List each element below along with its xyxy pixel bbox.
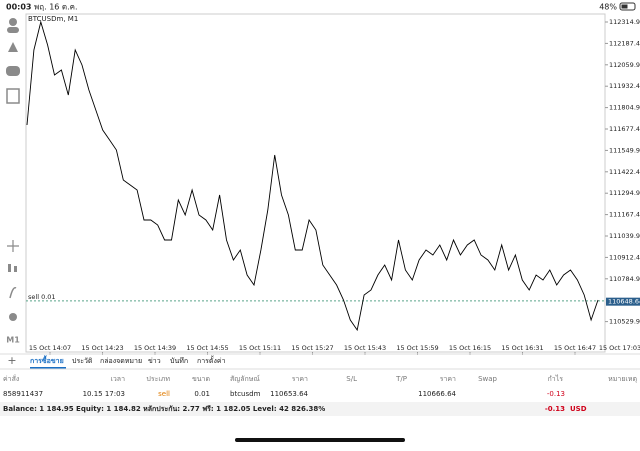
battery-text: 48% xyxy=(599,3,617,12)
tab-underline xyxy=(30,367,66,369)
y-tick-label: 111932.40 xyxy=(609,82,640,90)
objects-icon[interactable] xyxy=(9,313,17,321)
x-tick-label: 15 Oct 17:03 xyxy=(599,344,640,352)
x-tick-label: 15 Oct 15:59 xyxy=(396,344,438,352)
toolbar[interactable] xyxy=(6,18,20,321)
cell-profit[interactable]: -0.13 xyxy=(547,390,565,398)
timeframe-button[interactable]: M1 xyxy=(6,336,20,345)
new-order-icon[interactable] xyxy=(6,88,20,104)
y-tick-label: 111677.40 xyxy=(609,125,640,133)
status-date: พฤ. 16 ต.ค. xyxy=(34,3,78,12)
chart-frame xyxy=(25,13,606,353)
tab[interactable]: การตั้งค่า xyxy=(197,354,226,365)
y-tick-label: 110784.90 xyxy=(609,275,640,283)
y-tick-label: 111804.90 xyxy=(609,104,640,112)
cell-ticket[interactable]: 858911437 xyxy=(3,390,43,398)
tab[interactable]: ข่าว xyxy=(148,357,161,365)
battery-icon xyxy=(619,2,636,11)
x-tick-label: 15 Oct 14:39 xyxy=(134,344,176,352)
tab[interactable]: การซื้อขาย xyxy=(30,354,64,365)
indicator-icon-b[interactable] xyxy=(14,266,17,272)
y-tick-label: 112187.40 xyxy=(609,39,640,47)
order-label: sell 0.01 xyxy=(28,293,56,301)
y-tick-label: 111549.90 xyxy=(609,146,640,154)
bid-box xyxy=(606,297,640,306)
function-icon[interactable] xyxy=(9,286,17,299)
x-tick-label: 15 Oct 16:15 xyxy=(449,344,491,352)
crosshair-icon[interactable] xyxy=(7,240,19,252)
column-header: ประเภท xyxy=(146,375,170,383)
cell-symbol[interactable]: btcusdm xyxy=(230,390,261,398)
column-header: ขนาด xyxy=(192,375,210,383)
chat-icon[interactable] xyxy=(6,66,20,76)
add-tab[interactable]: + xyxy=(7,354,16,367)
column-header: ค่าสั่ง xyxy=(3,374,19,383)
cell-current-price[interactable]: 110666.64 xyxy=(418,390,456,398)
x-tick-label: 15 Oct 15:43 xyxy=(344,344,386,352)
tab[interactable]: กล่องจดหมาย xyxy=(100,357,142,365)
cell-type[interactable]: sell xyxy=(158,390,170,398)
y-tick-label: 112059.90 xyxy=(609,61,640,69)
battery-level xyxy=(621,4,628,9)
column-header: กำไร xyxy=(548,374,564,383)
summary-bar xyxy=(0,402,640,416)
y-tick-label: 110529.90 xyxy=(609,318,640,326)
column-header: หมายเหตุ xyxy=(608,375,637,383)
tab[interactable]: ประวัติ xyxy=(72,357,93,365)
column-header: สัญลักษณ์ xyxy=(230,375,260,383)
x-tick-label: 15 Oct 14:07 xyxy=(29,344,71,352)
account-icon[interactable] xyxy=(9,18,17,26)
indicator-icon[interactable] xyxy=(8,264,11,272)
column-header: ราคา xyxy=(440,375,456,383)
x-tick-label: 15 Oct 15:27 xyxy=(291,344,333,352)
chart-symbol: BTCUSDm, M1 xyxy=(28,15,78,23)
tab[interactable]: บันทึก xyxy=(170,356,188,365)
x-tick-label: 15 Oct 14:55 xyxy=(186,344,228,352)
home-indicator xyxy=(235,438,405,442)
plot: 112314.90 112187.40 112059.90 111932.40 1118… xyxy=(26,18,640,355)
y-tick-label: 111422.40 xyxy=(609,168,640,176)
y-tick-label: 110912.40 xyxy=(609,253,640,261)
summary-currency: USD xyxy=(570,405,587,413)
x-tick-label: 15 Oct 16:47 xyxy=(554,344,596,352)
tabs: การซื้อขาย ประวัติ กล่องจดหมาย ข่าว บันทึก กา… xyxy=(30,354,226,369)
status-time: 00:03 xyxy=(6,3,31,12)
y-tick-label: 111294.90 xyxy=(609,189,640,197)
x-tick-label: 15 Oct 15:11 xyxy=(239,344,281,352)
trade-icon[interactable] xyxy=(8,42,18,52)
column-header: S/L xyxy=(346,375,357,383)
orders-table: ค่าสั่ง เวลา ประเภท ขนาด สัญลักษณ์ ราคา S/L T/P… xyxy=(3,374,637,398)
account-icon-body[interactable] xyxy=(7,27,19,33)
column-header: Swap xyxy=(478,375,497,383)
column-header: T/P xyxy=(395,375,407,383)
y-tick-label: 112314.90 xyxy=(609,18,640,26)
cell-time[interactable]: 10.15 17:03 xyxy=(83,390,125,398)
y-tick-label: 111039.90 xyxy=(609,232,640,240)
price-line xyxy=(26,20,599,332)
summary-text: Balance: 1 184.95 Equity: 1 184.82 หลักป… xyxy=(3,405,325,413)
cell-open-price[interactable]: 110653.64 xyxy=(270,390,308,398)
column-header: ราคา xyxy=(292,375,308,383)
bid-label: 110648.64 xyxy=(608,298,640,306)
cell-volume[interactable]: 0.01 xyxy=(194,390,210,398)
summary-profit: -0.13 xyxy=(545,405,565,413)
x-tick-label: 15 Oct 14:23 xyxy=(81,344,123,352)
column-header: เวลา xyxy=(110,375,125,383)
y-tick-label: 111167.40 xyxy=(609,211,640,219)
x-tick-label: 15 Oct 16:31 xyxy=(501,344,543,352)
